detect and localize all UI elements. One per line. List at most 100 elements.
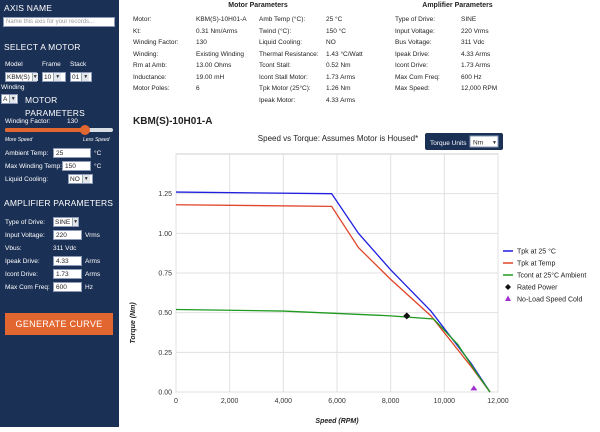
liquid-cooling-row: Liquid Cooling: NO ▼	[0, 173, 98, 185]
param-value: 1.26 Nm	[326, 85, 351, 92]
param-row: Rm at Amb: 13.00 Ohms	[133, 60, 259, 72]
chevron-down-icon: ▼	[81, 175, 90, 183]
ipeak-drive-unit: Arms	[85, 257, 101, 265]
slider-fill	[5, 128, 85, 132]
torque-units-value: Nm	[473, 140, 483, 147]
winding-factor-value: 130	[67, 118, 78, 125]
param-row: Bus Voltage: 311 Vdc	[395, 37, 520, 49]
x-tick-label: 4,000	[275, 398, 293, 405]
frame-label: Frame	[42, 61, 61, 68]
param-row: Icont Stall Motor: 1.73 Arms	[259, 72, 397, 84]
x-tick-label: 6,000	[328, 398, 346, 405]
winding-select[interactable]: A ▼	[1, 94, 18, 104]
amp-params-col: Type of Drive: SINE Input Voltage: 220 Vrms…	[395, 14, 520, 95]
param-label: Icont Stall Motor:	[259, 73, 308, 81]
param-label: Winding:	[133, 50, 159, 58]
param-row: Motor: KBM(S)-10H01-A	[133, 14, 259, 26]
sidebar: AXIS NAME Name this axis for your record…	[0, 0, 119, 427]
param-label: Thermal Resistance:	[259, 50, 319, 58]
param-label: Ipeak Drive:	[395, 50, 430, 58]
param-row: Winding Factor: 130	[133, 37, 259, 49]
param-label: Max Com Freq:	[395, 73, 440, 81]
param-label: Motor:	[133, 16, 152, 23]
y-tick-label: 0.25	[158, 350, 172, 357]
legend-label: No-Load Speed Cold	[517, 297, 582, 304]
max-com-freq-row: Max Com Freq: 600 Hz	[0, 281, 98, 293]
more-speed-label: More Speed	[5, 137, 33, 143]
x-tick-label: 10,000	[434, 398, 456, 405]
vbus-label: Vbus:	[5, 244, 22, 252]
legend-label: Tpk at Temp	[517, 261, 555, 268]
speed-torque-chart: Speed vs Torque: Assumes Motor is Housed…	[120, 128, 600, 427]
rated-power-marker	[403, 312, 411, 320]
param-label: Ipeak Motor:	[259, 96, 296, 104]
motor-params-col2: Amb Temp (°C): 25 °C Twind (°C): 150 °C Liqu…	[259, 14, 397, 106]
param-value: 13.00 Ohms	[196, 62, 232, 69]
max-winding-temp-label: Max Winding Temp:	[5, 162, 62, 170]
param-label: Bus Voltage:	[395, 39, 432, 46]
winding-factor-label: Winding Factor:	[5, 118, 51, 125]
icont-drive-unit: Arms	[85, 270, 101, 278]
axis-name-title: AXIS NAME	[4, 3, 53, 13]
param-value: 220 Vrms	[461, 27, 489, 35]
motor-params-columns: Motor: KBM(S)-10H01-A Kt: 0.31 Nm/Arms Windi…	[119, 14, 397, 106]
grid-layer: 0 2,000 4,000 6,000 8,000 10,000 12,000 0.00 0.2…	[158, 153, 509, 405]
torque-units-select[interactable]	[469, 135, 499, 148]
ambient-temp-input[interactable]: 25	[53, 148, 91, 158]
input-voltage-label: Input Voltage:	[5, 231, 45, 239]
stack-label: Stack	[70, 61, 87, 68]
chart-svg: Speed vs Torque: Assumes Motor is Housed…	[120, 128, 600, 427]
stack-value: 01	[72, 73, 80, 81]
param-value: 1.73 Arms	[326, 73, 356, 81]
input-voltage-row: Input Voltage: 220 Vrms	[0, 229, 105, 241]
slider-thumb[interactable]	[79, 125, 90, 135]
param-value: 0.52 Nm	[326, 62, 351, 69]
type-of-drive-select[interactable]: SINE ▼	[53, 217, 79, 227]
model-select[interactable]: KBM(S) ▼	[5, 72, 38, 82]
param-row: Ipeak Drive: 4.33 Arms	[395, 49, 520, 61]
param-value: NO	[326, 39, 336, 46]
y-tick-label: 0.00	[158, 390, 172, 397]
param-row: Max Speed: 12,000 RPM	[395, 83, 520, 95]
param-row: Motor Poles: 6	[133, 83, 259, 95]
select-motor-title: SELECT A MOTOR	[4, 42, 81, 52]
param-value: 6	[196, 85, 200, 92]
param-value: 311 Vdc	[461, 39, 485, 46]
icont-drive-input[interactable]: 1.73	[53, 269, 82, 279]
legend-label: Rated Power	[517, 285, 558, 292]
type-of-drive-label: Type of Drive:	[5, 218, 46, 226]
y-tick-label: 0.75	[158, 271, 172, 278]
max-com-freq-label: Max Com Freq:	[5, 283, 50, 291]
ambient-temp-row: Ambient Temp: 25 °C	[0, 147, 106, 159]
liquid-cooling-select[interactable]: NO ▼	[68, 174, 93, 184]
max-com-freq-input[interactable]: 600	[53, 282, 82, 292]
param-label: Max Speed:	[395, 85, 430, 92]
param-row: Icont Drive: 1.73 Arms	[395, 60, 520, 72]
x-tick-label: 12,000	[487, 398, 509, 405]
series-line-2	[175, 204, 491, 393]
model-value: KBM(S)	[7, 73, 30, 81]
stack-select[interactable]: 01 ▼	[70, 72, 92, 82]
param-label: Icont Drive:	[395, 62, 428, 69]
ipeak-drive-input[interactable]: 4.33	[53, 256, 82, 266]
no-load-speed-marker	[470, 385, 478, 391]
param-row: Liquid Cooling: NO	[259, 37, 397, 49]
input-voltage-input[interactable]: 220	[53, 230, 82, 240]
generate-curve-button[interactable]: GENERATE CURVE	[5, 313, 113, 335]
param-value: 25 °C	[326, 16, 343, 23]
param-value: 4.33 Arms	[461, 50, 491, 58]
param-label: Rm at Amb:	[133, 62, 167, 69]
series-line-1	[175, 191, 491, 393]
max-winding-temp-input[interactable]: 150	[62, 161, 91, 171]
param-value: 19.00 mH	[196, 73, 225, 81]
ambient-temp-unit: °C	[94, 149, 102, 157]
param-label: Tpk Motor (25°C):	[259, 85, 311, 92]
chevron-down-icon: ▼	[31, 73, 38, 81]
frame-select[interactable]: 10 ▼	[42, 72, 66, 82]
amp-params-heading: Amplifier Parameters	[422, 2, 493, 9]
param-row: Tpk Motor (25°C): 1.26 Nm	[259, 83, 397, 95]
winding-factor-slider[interactable]	[5, 125, 113, 135]
axis-name-input[interactable]: Name this axis for your records...	[3, 17, 115, 27]
param-label: Tcont Stall:	[259, 62, 291, 69]
param-row: Winding: Existing Winding	[133, 49, 259, 61]
